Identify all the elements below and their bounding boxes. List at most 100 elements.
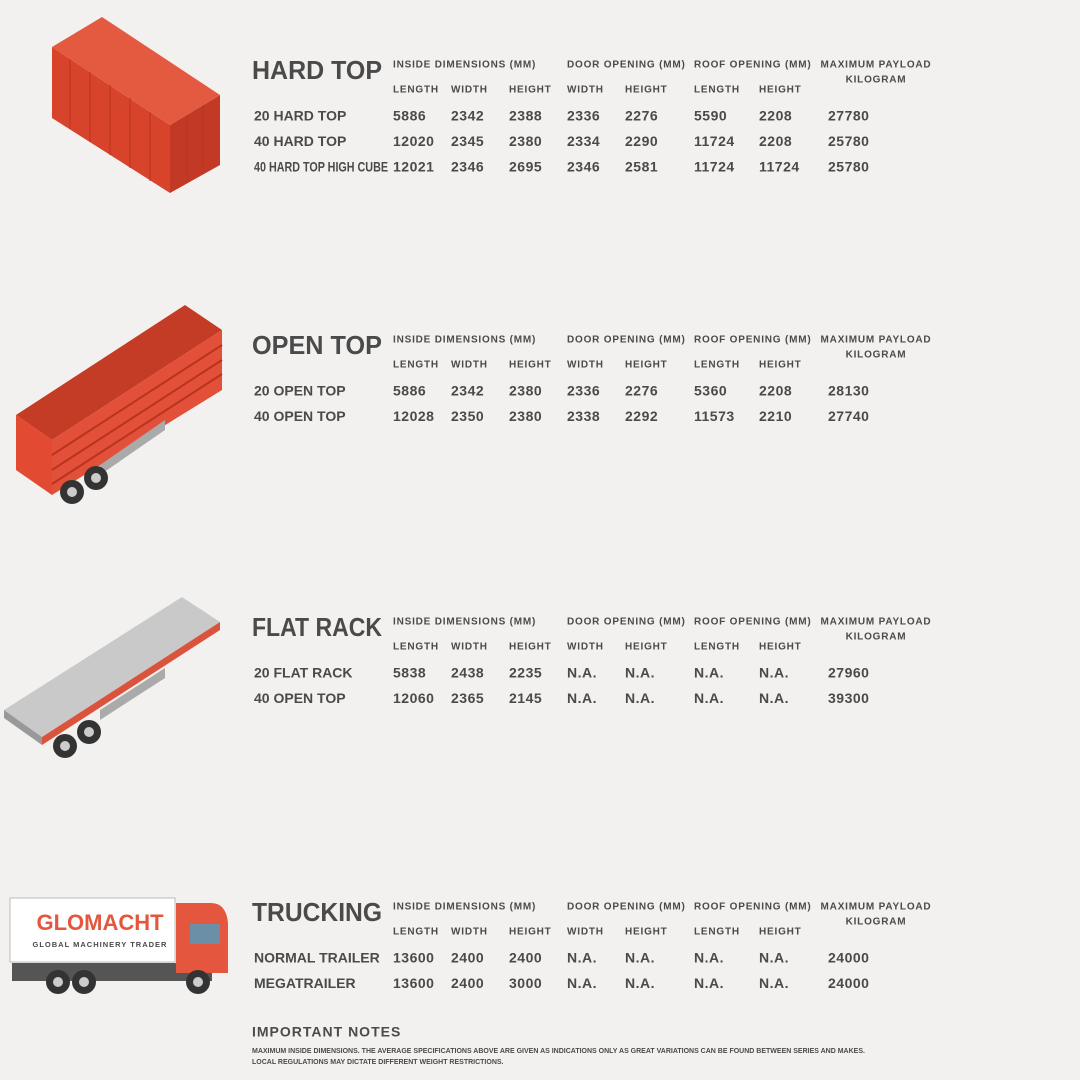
table-cell: 24000	[828, 975, 869, 991]
column-header: LENGTH	[694, 360, 740, 371]
group-header: INSIDE DIMENSIONS (MM)	[393, 617, 536, 628]
column-header: WIDTH	[567, 360, 604, 371]
column-header: HEIGHT	[759, 360, 802, 371]
table-cell: 28130	[828, 383, 869, 399]
table-cell: 2235	[509, 665, 542, 681]
table-cell: 2346	[451, 159, 484, 175]
table-cell: 2290	[625, 133, 658, 149]
column-header: WIDTH	[451, 927, 488, 938]
table-cell: 2338	[567, 408, 600, 424]
column-header: HEIGHT	[625, 927, 668, 938]
payload-header: KILOGRAM	[846, 350, 907, 361]
column-header: WIDTH	[567, 85, 604, 96]
column-header: LENGTH	[393, 360, 439, 371]
table-cell: 24000	[828, 950, 869, 966]
column-header: HEIGHT	[509, 927, 552, 938]
table-cell: 2400	[509, 950, 542, 966]
table-cell: 2365	[451, 690, 484, 706]
row-label: MEGATRAILER	[254, 975, 356, 991]
table-cell: 2208	[759, 133, 792, 149]
table-cell: 2380	[509, 133, 542, 149]
table-cell: 12060	[393, 690, 434, 706]
payload-header: MAXIMUM PAYLOAD	[821, 60, 932, 71]
table-cell: 11573	[694, 408, 735, 424]
group-header: INSIDE DIMENSIONS (MM)	[393, 335, 536, 346]
column-header: WIDTH	[451, 642, 488, 653]
table-cell: 2400	[451, 975, 484, 991]
column-header: HEIGHT	[625, 642, 668, 653]
column-header: LENGTH	[393, 85, 439, 96]
table-cell: 13600	[393, 975, 434, 991]
table-cell: 27740	[828, 408, 869, 424]
table-cell: N.A.	[567, 690, 597, 706]
row-label: 20 FLAT RACK	[254, 665, 353, 681]
table-cell: 12021	[393, 159, 434, 175]
column-header: HEIGHT	[509, 85, 552, 96]
section-title: TRUCKING	[252, 897, 382, 927]
column-header: LENGTH	[694, 642, 740, 653]
payload-header: MAXIMUM PAYLOAD	[821, 617, 932, 628]
row-label: 40 OPEN TOP	[254, 408, 346, 424]
payload-header: KILOGRAM	[846, 632, 907, 643]
table-cell: 5886	[393, 108, 426, 124]
table-cell: 5590	[694, 108, 727, 124]
table-cell: N.A.	[759, 665, 789, 681]
table-cell: 2208	[759, 108, 792, 124]
column-header: LENGTH	[694, 85, 740, 96]
group-header: ROOF OPENING (MM)	[694, 902, 811, 913]
column-header: WIDTH	[567, 927, 604, 938]
table-cell: 27780	[828, 108, 869, 124]
truck-illustration: GLOMACHT GLOBAL MACHINERY TRADER	[9, 897, 228, 994]
table-cell: N.A.	[625, 975, 655, 991]
notes-line: MAXIMUM INSIDE DIMENSIONS. THE AVERAGE S…	[252, 1048, 865, 1055]
table-cell: N.A.	[759, 690, 789, 706]
table-cell: 2380	[509, 383, 542, 399]
table-cell: 2346	[567, 159, 600, 175]
table-cell: 2336	[567, 383, 600, 399]
table-cell: 39300	[828, 690, 869, 706]
group-header: INSIDE DIMENSIONS (MM)	[393, 60, 536, 71]
notes-title: IMPORTANT NOTES	[252, 1024, 401, 1040]
table-cell: 2336	[567, 108, 600, 124]
column-header: LENGTH	[694, 927, 740, 938]
group-header: ROOF OPENING (MM)	[694, 60, 811, 71]
table-cell: N.A.	[694, 975, 724, 991]
table-cell: 2208	[759, 383, 792, 399]
column-header: WIDTH	[451, 360, 488, 371]
row-label: 40 OPEN TOP	[254, 690, 346, 706]
column-header: HEIGHT	[759, 642, 802, 653]
column-header: HEIGHT	[509, 360, 552, 371]
table-cell: 11724	[694, 159, 735, 175]
table-cell: 11724	[694, 133, 735, 149]
payload-header: MAXIMUM PAYLOAD	[821, 902, 932, 913]
table-cell: N.A.	[625, 950, 655, 966]
table-cell: 13600	[393, 950, 434, 966]
table-cell: N.A.	[694, 950, 724, 966]
table-cell: N.A.	[625, 665, 655, 681]
notes-line: LOCAL REGULATIONS MAY DICTATE DIFFERENT …	[252, 1059, 504, 1066]
table-cell: 25780	[828, 159, 869, 175]
column-header: LENGTH	[393, 927, 439, 938]
section-title: FLAT RACK	[252, 612, 382, 642]
open-top-illustration	[16, 305, 223, 504]
column-header: HEIGHT	[759, 85, 802, 96]
table-cell: 2380	[509, 408, 542, 424]
table-cell: 2695	[509, 159, 542, 175]
group-header: DOOR OPENING (MM)	[567, 617, 686, 628]
table-cell: N.A.	[567, 665, 597, 681]
column-header: HEIGHT	[625, 360, 668, 371]
table-cell: 3000	[509, 975, 542, 991]
payload-header: MAXIMUM PAYLOAD	[821, 335, 932, 346]
table-cell: 2388	[509, 108, 542, 124]
table-cell: 2334	[567, 133, 600, 149]
row-label: 20 HARD TOP	[254, 108, 346, 124]
table-cell: 2350	[451, 408, 484, 424]
column-header: HEIGHT	[759, 927, 802, 938]
payload-header: KILOGRAM	[846, 917, 907, 928]
group-header: DOOR OPENING (MM)	[567, 60, 686, 71]
table-cell: 5886	[393, 383, 426, 399]
logo-tagline: GLOBAL MACHINERY TRADER	[33, 940, 168, 949]
table-cell: N.A.	[759, 950, 789, 966]
column-header: HEIGHT	[625, 85, 668, 96]
